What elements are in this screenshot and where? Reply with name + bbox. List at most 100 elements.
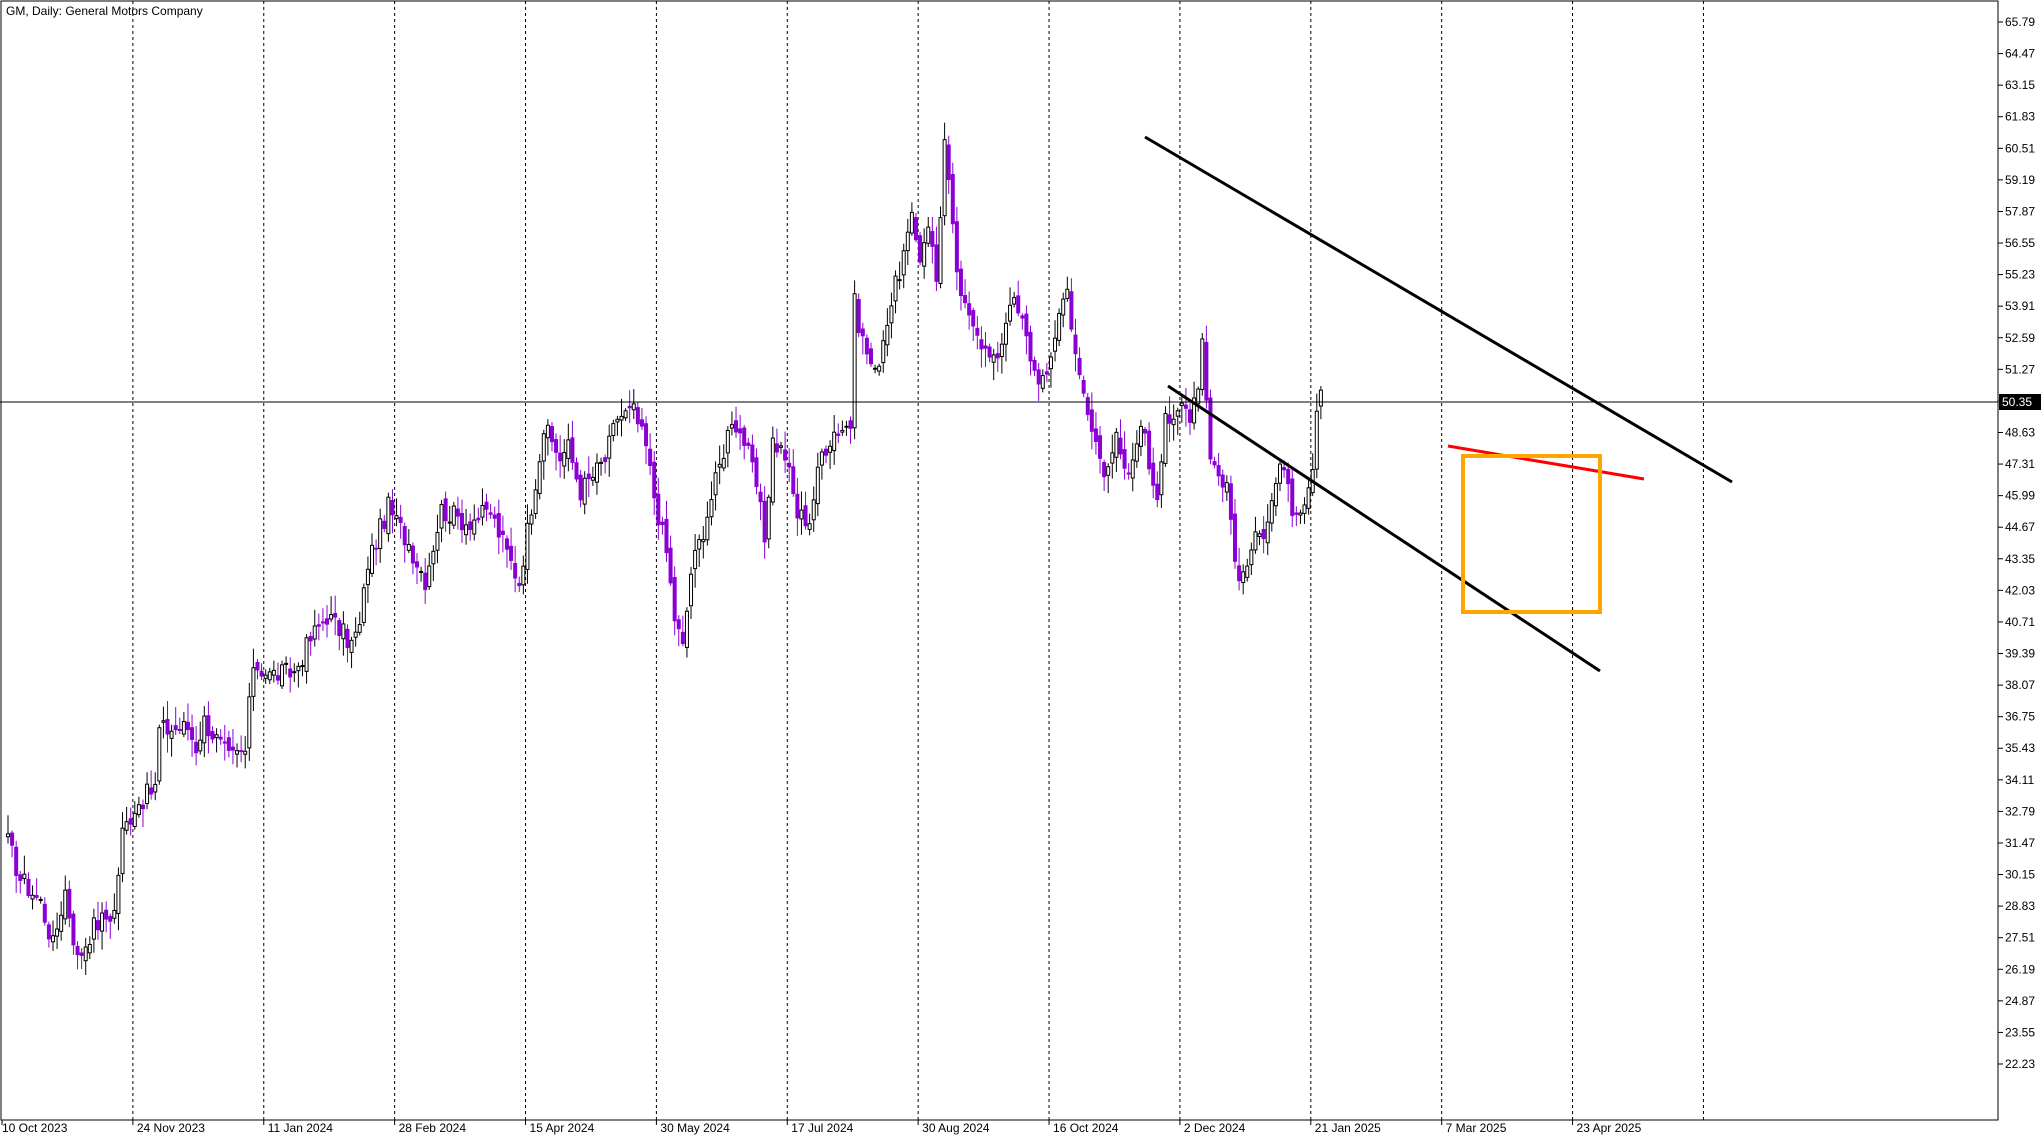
candle — [525, 504, 530, 584]
candle — [599, 457, 604, 476]
candle-body — [836, 433, 841, 436]
candle-body — [1065, 288, 1070, 299]
candle — [701, 525, 706, 559]
candle-body — [320, 621, 325, 624]
candle — [1175, 407, 1180, 435]
candle — [1294, 506, 1299, 526]
candle-body — [1233, 513, 1237, 562]
candle — [443, 491, 448, 532]
candle-body — [124, 821, 129, 831]
candle — [513, 546, 518, 593]
candle — [509, 527, 514, 570]
y-tick-label: 64.47 — [2005, 47, 2035, 61]
candle — [239, 735, 244, 763]
candle — [275, 662, 280, 685]
candle — [656, 477, 661, 540]
candle-body — [950, 174, 955, 225]
candle-body — [181, 721, 186, 735]
candle — [304, 634, 309, 684]
candle-body — [930, 231, 935, 247]
candle-body — [472, 519, 477, 535]
candle — [684, 607, 689, 658]
candle — [1318, 386, 1323, 420]
candle-body — [496, 513, 501, 538]
candle-body — [554, 439, 559, 453]
candle-body — [787, 462, 792, 468]
channel-lower-line[interactable] — [1167, 384, 1601, 673]
candle — [983, 332, 988, 368]
candle — [10, 830, 15, 858]
candle-body — [1241, 571, 1246, 584]
candle-body — [1036, 369, 1041, 385]
candle-body — [91, 917, 96, 940]
candle — [922, 228, 927, 279]
candle-body — [668, 547, 673, 584]
candle — [14, 840, 19, 893]
candle-body — [766, 496, 771, 540]
candle-body — [1204, 341, 1209, 401]
candle — [67, 880, 72, 928]
orange-box[interactable] — [1461, 454, 1602, 614]
x-tick-label: 28 Feb 2024 — [399, 1121, 467, 1135]
candle-body — [202, 715, 207, 744]
candle-body — [558, 452, 563, 462]
candle-body — [738, 428, 743, 434]
candle — [267, 667, 272, 685]
candle-body — [521, 565, 526, 586]
candle-body — [71, 913, 76, 946]
candle — [38, 896, 43, 904]
candle — [1183, 387, 1188, 427]
candle — [1093, 412, 1098, 455]
red-resistance-line[interactable] — [1447, 444, 1645, 481]
y-tick-label: 45.99 — [2005, 489, 2035, 503]
candle-body — [1249, 549, 1254, 566]
candle-body — [116, 874, 121, 914]
candle-body — [1314, 410, 1319, 470]
candle-body — [537, 461, 542, 494]
y-tick-label: 39.39 — [2005, 647, 2035, 661]
candle — [247, 682, 252, 761]
candle-body — [762, 500, 767, 543]
candle-body — [398, 516, 403, 524]
channel-upper-line[interactable] — [1144, 135, 1733, 484]
candle-body — [623, 410, 628, 419]
candle-body — [492, 514, 497, 519]
candle — [325, 605, 330, 638]
candle — [676, 615, 681, 647]
candle — [897, 261, 902, 290]
candle-body — [680, 631, 685, 644]
candle — [316, 613, 321, 641]
candle-body — [509, 545, 514, 561]
drawing-objects[interactable] — [1144, 135, 1733, 673]
candle — [410, 542, 415, 575]
candle — [545, 419, 550, 456]
candle — [795, 477, 800, 536]
x-tick-label: 21 Jan 2025 — [1315, 1121, 1381, 1135]
y-tick-label: 42.03 — [2005, 583, 2035, 597]
candle — [157, 724, 162, 785]
candle — [374, 539, 379, 566]
candle-body — [1171, 418, 1176, 426]
candle — [214, 728, 219, 753]
candle-body — [288, 668, 293, 678]
time-axis[interactable]: 10 Oct 2023 24 Nov 2023 11 Jan 2024 28 Feb … — [1, 1120, 1642, 1135]
candle-body — [263, 674, 268, 679]
candle-body — [1138, 425, 1143, 447]
candle-body — [1253, 531, 1258, 551]
candle-body — [631, 403, 636, 411]
candle — [120, 812, 125, 883]
current-price-label: 50.35 — [2002, 395, 2032, 409]
candle — [1032, 356, 1037, 377]
candle-body — [828, 445, 833, 453]
candle-body — [218, 736, 223, 740]
candle — [811, 486, 816, 532]
candle-body — [856, 299, 861, 334]
candle-body — [226, 737, 231, 751]
candle-body — [983, 345, 988, 349]
candle — [206, 701, 211, 754]
candle — [198, 721, 203, 755]
candle — [55, 912, 60, 949]
candle-body — [386, 496, 391, 535]
candle — [942, 122, 947, 226]
